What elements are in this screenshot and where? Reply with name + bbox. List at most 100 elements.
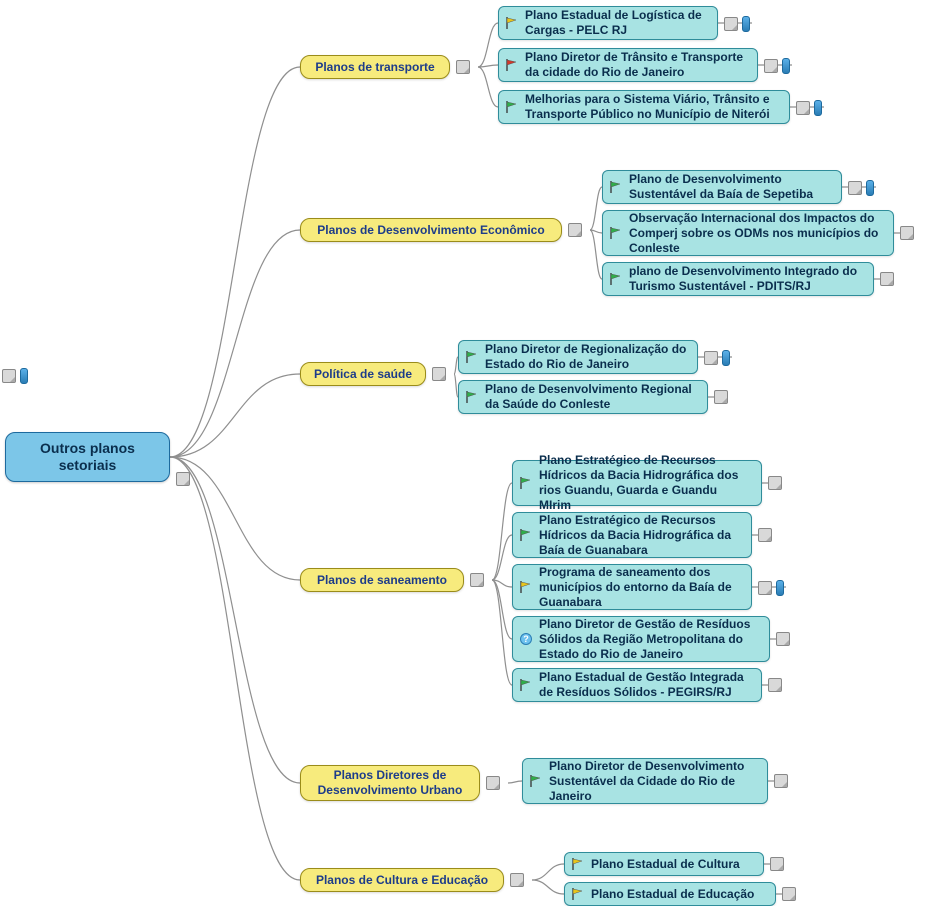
flag-icon — [609, 272, 623, 286]
root-icons — [176, 472, 190, 486]
leaf-saneamento-4-label: Plano Estadual de Gestão Integrada de Re… — [539, 670, 751, 700]
leaf-cultura-0[interactable]: Plano Estadual de Cultura — [564, 852, 764, 876]
branch-urbano-icons — [486, 776, 500, 790]
leaf-saneamento-3-icons — [776, 632, 790, 646]
leaf-cultura-0-label: Plano Estadual de Cultura — [591, 857, 740, 872]
leaf-transporte-2[interactable]: Melhorias para o Sistema Viário, Trânsit… — [498, 90, 790, 124]
leaf-saneamento-3-note-icon[interactable] — [776, 632, 790, 646]
flag-icon — [505, 16, 519, 30]
root-left-note-icon[interactable] — [2, 369, 16, 383]
root-node[interactable]: Outros planos setoriais — [5, 432, 170, 482]
leaf-saude-1[interactable]: Plano de Desenvolvimento Regional da Saú… — [458, 380, 708, 414]
leaf-economico-1[interactable]: Observação Internacional dos Impactos do… — [602, 210, 894, 256]
root-left-progress-icon[interactable] — [20, 368, 28, 384]
branch-transporte-note-icon[interactable] — [456, 60, 470, 74]
branch-saude[interactable]: Política de saúde — [300, 362, 426, 386]
root-left-icons — [2, 368, 28, 384]
leaf-urbano-0-icons — [774, 774, 788, 788]
svg-text:?: ? — [523, 634, 529, 644]
branch-saneamento[interactable]: Planos de saneamento — [300, 568, 464, 592]
leaf-saneamento-3[interactable]: ? Plano Diretor de Gestão de Resíduos Só… — [512, 616, 770, 662]
leaf-economico-0-note-icon[interactable] — [848, 181, 862, 195]
leaf-saneamento-4-icons — [768, 678, 782, 692]
leaf-cultura-1-note-icon[interactable] — [782, 887, 796, 901]
branch-transporte[interactable]: Planos de transporte — [300, 55, 450, 79]
leaf-economico-1-icons — [900, 226, 914, 240]
leaf-transporte-0-note-icon[interactable] — [724, 17, 738, 31]
leaf-saneamento-0[interactable]: Plano Estratégico de Recursos Hídricos d… — [512, 460, 762, 506]
leaf-cultura-1[interactable]: Plano Estadual de Educação — [564, 882, 776, 906]
leaf-saneamento-0-note-icon[interactable] — [768, 476, 782, 490]
leaf-saneamento-2-label: Programa de saneamento dos municípios do… — [539, 565, 741, 610]
leaf-urbano-0[interactable]: Plano Diretor de Desenvolvimento Sustent… — [522, 758, 768, 804]
leaf-urbano-0-note-icon[interactable] — [774, 774, 788, 788]
branch-saude-note-icon[interactable] — [432, 367, 446, 381]
leaf-transporte-0[interactable]: Plano Estadual de Logística de Cargas - … — [498, 6, 718, 40]
flag-icon — [465, 350, 479, 364]
leaf-saneamento-1-label: Plano Estratégico de Recursos Hídricos d… — [539, 513, 741, 558]
leaf-transporte-2-progress-icon[interactable] — [814, 100, 822, 116]
branch-urbano-note-icon[interactable] — [486, 776, 500, 790]
leaf-transporte-1-progress-icon[interactable] — [782, 58, 790, 74]
leaf-transporte-2-label: Melhorias para o Sistema Viário, Trânsit… — [525, 92, 779, 122]
branch-saneamento-note-icon[interactable] — [470, 573, 484, 587]
leaf-saneamento-0-label: Plano Estratégico de Recursos Hídricos d… — [539, 453, 751, 513]
leaf-transporte-2-icons — [796, 100, 822, 116]
branch-saude-icons — [432, 367, 446, 381]
branch-cultura-note-icon[interactable] — [510, 873, 524, 887]
root-note-icon[interactable] — [176, 472, 190, 486]
branch-urbano[interactable]: Planos Diretores de Desenvolvimento Urba… — [300, 765, 480, 801]
leaf-saneamento-2[interactable]: Programa de saneamento dos municípios do… — [512, 564, 752, 610]
leaf-urbano-0-label: Plano Diretor de Desenvolvimento Sustent… — [549, 759, 757, 804]
leaf-saneamento-2-icons — [758, 580, 784, 596]
flag-icon — [519, 528, 533, 542]
leaf-transporte-1[interactable]: Plano Diretor de Trânsito e Transporte d… — [498, 48, 758, 82]
leaf-saneamento-4[interactable]: Plano Estadual de Gestão Integrada de Re… — [512, 668, 762, 702]
leaf-saude-0-icons — [704, 350, 730, 366]
leaf-economico-2-note-icon[interactable] — [880, 272, 894, 286]
leaf-economico-0[interactable]: Plano de Desenvolvimento Sustentável da … — [602, 170, 842, 204]
leaf-saude-0-progress-icon[interactable] — [722, 350, 730, 366]
branch-economico-note-icon[interactable] — [568, 223, 582, 237]
flag-icon — [609, 226, 623, 240]
leaf-saude-1-label: Plano de Desenvolvimento Regional da Saú… — [485, 382, 697, 412]
flag-icon — [529, 774, 543, 788]
leaf-saude-0-label: Plano Diretor de Regionalização do Estad… — [485, 342, 687, 372]
branch-economico[interactable]: Planos de Desenvolvimento Econômico — [300, 218, 562, 242]
flag-icon — [519, 678, 533, 692]
branch-saneamento-icons — [470, 573, 484, 587]
leaf-economico-2-label: plano de Desenvolvimento Integrado do Tu… — [629, 264, 863, 294]
leaf-transporte-1-note-icon[interactable] — [764, 59, 778, 73]
leaf-cultura-0-icons — [770, 857, 784, 871]
flag-icon — [505, 100, 519, 114]
leaf-saneamento-1[interactable]: Plano Estratégico de Recursos Hídricos d… — [512, 512, 752, 558]
branch-cultura[interactable]: Planos de Cultura e Educação — [300, 868, 504, 892]
leaf-saude-0[interactable]: Plano Diretor de Regionalização do Estad… — [458, 340, 698, 374]
leaf-economico-2[interactable]: plano de Desenvolvimento Integrado do Tu… — [602, 262, 874, 296]
leaf-transporte-0-progress-icon[interactable] — [742, 16, 750, 32]
leaf-cultura-1-icons — [782, 887, 796, 901]
flag-icon — [571, 887, 585, 901]
leaf-saude-0-note-icon[interactable] — [704, 351, 718, 365]
flag-icon — [519, 580, 533, 594]
leaf-saneamento-2-note-icon[interactable] — [758, 581, 772, 595]
leaf-saneamento-1-note-icon[interactable] — [758, 528, 772, 542]
leaf-economico-1-label: Observação Internacional dos Impactos do… — [629, 211, 883, 256]
mindmap-canvas: { "colors": { "root_bg": "#7cc6e8", "roo… — [0, 0, 926, 905]
leaf-economico-0-progress-icon[interactable] — [866, 180, 874, 196]
branch-cultura-icons — [510, 873, 524, 887]
branch-economico-icons — [568, 223, 582, 237]
leaf-transporte-2-note-icon[interactable] — [796, 101, 810, 115]
flag-icon — [465, 390, 479, 404]
leaf-saneamento-2-progress-icon[interactable] — [776, 580, 784, 596]
leaf-economico-2-icons — [880, 272, 894, 286]
leaf-economico-1-note-icon[interactable] — [900, 226, 914, 240]
leaf-saneamento-4-note-icon[interactable] — [768, 678, 782, 692]
leaf-saneamento-0-icons — [768, 476, 782, 490]
flag-icon — [571, 857, 585, 871]
leaf-saude-1-note-icon[interactable] — [714, 390, 728, 404]
branch-transporte-icons — [456, 60, 470, 74]
leaf-transporte-0-label: Plano Estadual de Logística de Cargas - … — [525, 8, 707, 38]
flag-icon — [519, 476, 533, 490]
leaf-cultura-0-note-icon[interactable] — [770, 857, 784, 871]
